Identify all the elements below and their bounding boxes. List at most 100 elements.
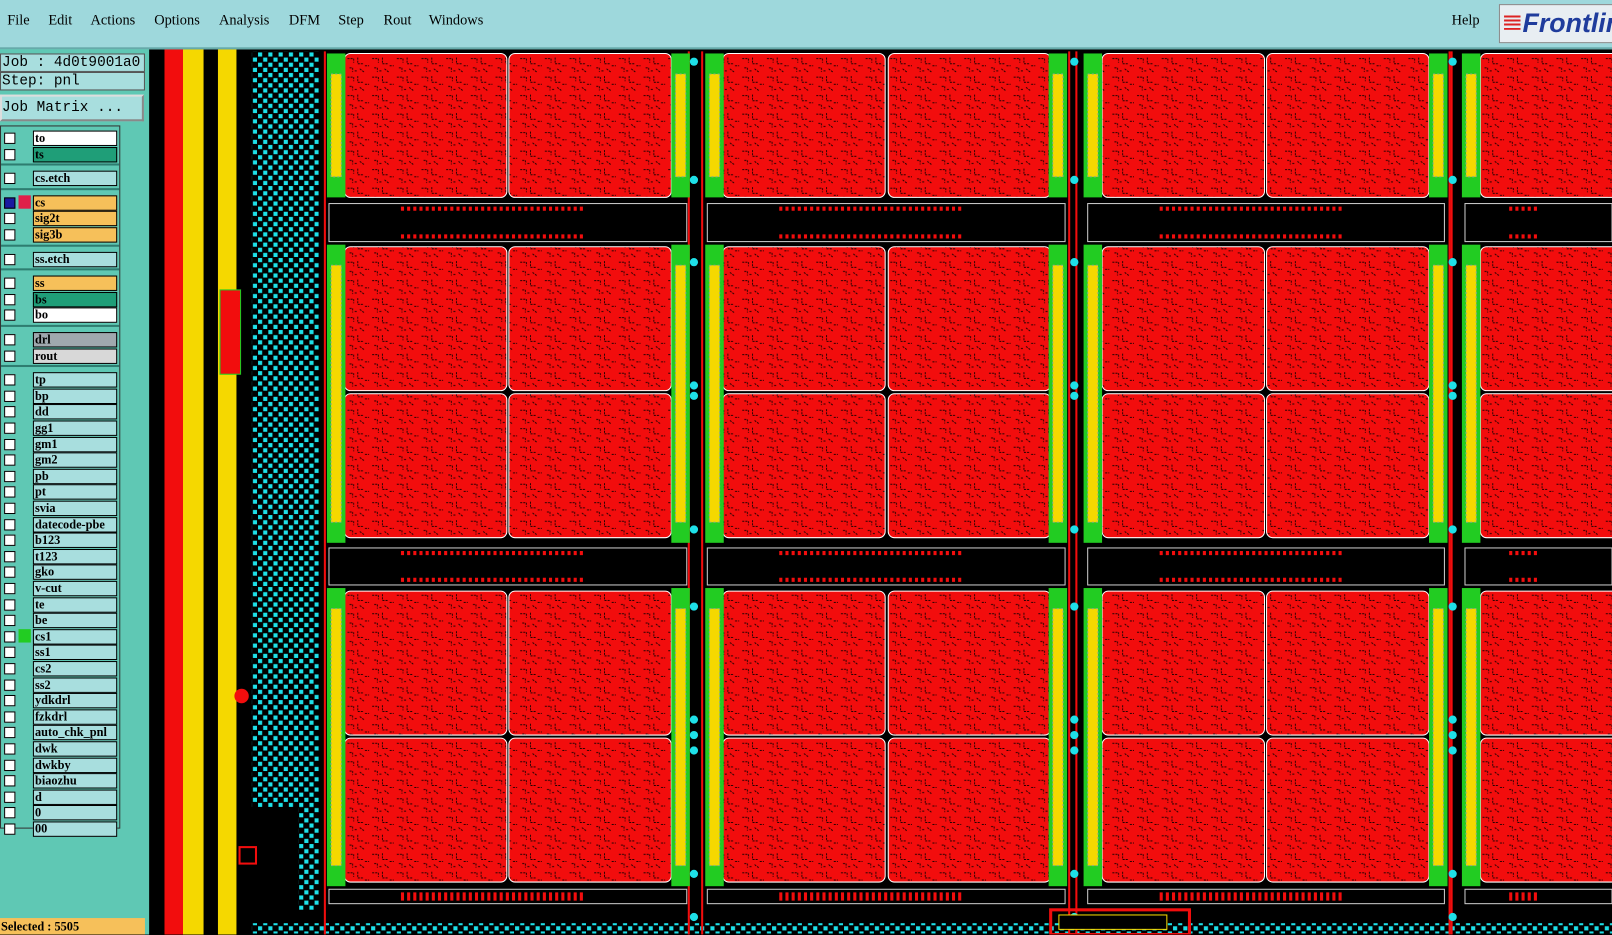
checkbox[interactable] bbox=[4, 823, 16, 835]
layer-row: te bbox=[1, 596, 119, 613]
layer-name[interactable]: fzkdrl bbox=[32, 709, 118, 725]
layer-name[interactable]: ss2 bbox=[32, 677, 118, 693]
job-matrix-button[interactable]: Job Matrix ... bbox=[0, 94, 144, 122]
checkbox[interactable] bbox=[4, 454, 16, 466]
layer-name[interactable]: te bbox=[32, 596, 118, 613]
layer-name[interactable]: gm1 bbox=[32, 436, 118, 452]
checkbox[interactable] bbox=[4, 502, 16, 515]
checkbox[interactable] bbox=[4, 598, 16, 611]
checkbox[interactable] bbox=[4, 229, 16, 241]
layer-name[interactable]: ydkdrl bbox=[32, 693, 118, 709]
layer-name[interactable]: gko bbox=[32, 564, 118, 581]
layer-name[interactable]: pt bbox=[32, 484, 118, 501]
checkbox[interactable] bbox=[4, 631, 16, 643]
checkbox[interactable] bbox=[4, 470, 16, 482]
layer-name[interactable]: gm2 bbox=[32, 452, 118, 468]
checkbox[interactable] bbox=[4, 711, 16, 723]
fiducial bbox=[1070, 391, 1079, 400]
checkbox[interactable] bbox=[4, 148, 16, 160]
checkbox[interactable] bbox=[4, 293, 16, 306]
edge-strip-inner bbox=[330, 264, 342, 523]
layer-name[interactable]: 00 bbox=[32, 821, 118, 837]
layer-name[interactable]: 0 bbox=[32, 805, 118, 821]
layer-name[interactable]: b123 bbox=[32, 532, 118, 549]
checkbox[interactable] bbox=[4, 614, 16, 627]
checkbox[interactable] bbox=[4, 422, 16, 434]
code-block bbox=[1058, 914, 1168, 930]
layer-name[interactable]: biaozhu bbox=[32, 773, 118, 789]
layer-name[interactable]: dd bbox=[32, 404, 118, 420]
layer-name[interactable]: ss1 bbox=[32, 644, 118, 661]
checkbox[interactable] bbox=[4, 213, 16, 225]
menu-item[interactable]: Actions bbox=[90, 13, 136, 29]
checkbox[interactable] bbox=[4, 172, 16, 185]
layer-name[interactable]: rout bbox=[32, 348, 118, 364]
checkbox[interactable] bbox=[4, 406, 16, 418]
menu-item[interactable]: Step bbox=[338, 13, 364, 29]
layer-name[interactable]: bs bbox=[32, 291, 118, 308]
checkbox[interactable] bbox=[4, 759, 16, 771]
checkbox[interactable] bbox=[4, 727, 16, 739]
checkbox[interactable] bbox=[4, 350, 16, 362]
checkbox[interactable] bbox=[4, 438, 16, 450]
checkbox[interactable] bbox=[4, 647, 16, 659]
layer-name[interactable]: auto_chk_pnl bbox=[32, 725, 118, 741]
menu-item[interactable]: Edit bbox=[48, 13, 73, 29]
layer-name[interactable]: datecode-pbe bbox=[32, 516, 118, 533]
layer-name[interactable]: dwkby bbox=[32, 757, 118, 773]
layer-name[interactable]: dwk bbox=[32, 741, 118, 757]
checkbox[interactable] bbox=[4, 132, 16, 144]
layer-name[interactable]: bo bbox=[32, 307, 118, 324]
layer-name[interactable]: ts bbox=[32, 146, 118, 163]
checkbox[interactable] bbox=[4, 253, 16, 265]
checkbox[interactable] bbox=[4, 775, 16, 787]
checkbox[interactable] bbox=[4, 679, 16, 691]
layer-name[interactable]: tp bbox=[32, 372, 118, 388]
checkbox[interactable] bbox=[4, 277, 16, 290]
menu-item[interactable]: File bbox=[7, 13, 30, 29]
checkbox[interactable] bbox=[4, 534, 16, 547]
menu-item[interactable]: Rout bbox=[383, 13, 412, 29]
checkbox[interactable] bbox=[4, 334, 16, 346]
layer-name[interactable]: bp bbox=[32, 388, 118, 404]
checkbox[interactable] bbox=[4, 197, 16, 209]
menu-item[interactable]: Options bbox=[154, 13, 200, 29]
layer-name[interactable]: t123 bbox=[32, 548, 118, 565]
layer-name[interactable]: cs1 bbox=[32, 628, 118, 645]
layer-name[interactable]: gg1 bbox=[32, 420, 118, 436]
layer-name[interactable]: d bbox=[32, 789, 118, 805]
checkbox[interactable] bbox=[4, 374, 16, 386]
layer-name[interactable]: drl bbox=[32, 332, 118, 348]
layer-name[interactable]: sig3b bbox=[32, 227, 118, 243]
layer-name[interactable]: to bbox=[32, 130, 118, 146]
layer-name[interactable]: cs bbox=[32, 195, 118, 211]
layer-name[interactable]: pb bbox=[32, 468, 118, 485]
checkbox[interactable] bbox=[4, 743, 16, 755]
layer-name[interactable]: cs.etch bbox=[32, 170, 118, 187]
graphic-canvas[interactable] bbox=[149, 49, 1612, 935]
layer-name[interactable]: v-cut bbox=[32, 580, 118, 597]
checkbox[interactable] bbox=[4, 518, 16, 531]
checkbox[interactable] bbox=[4, 807, 16, 819]
menu-item[interactable]: DFM bbox=[288, 13, 321, 29]
checkbox[interactable] bbox=[4, 390, 16, 402]
checkbox[interactable] bbox=[4, 566, 16, 579]
menu-item[interactable]: Windows bbox=[428, 13, 484, 29]
menu-item[interactable]: Help bbox=[1451, 13, 1480, 29]
checkbox[interactable] bbox=[4, 663, 16, 675]
checkbox[interactable] bbox=[4, 791, 16, 803]
checkbox[interactable] bbox=[4, 550, 16, 563]
checkbox[interactable] bbox=[4, 582, 16, 595]
layer-name[interactable]: svia bbox=[32, 500, 118, 517]
layer-name[interactable]: ss.etch bbox=[32, 251, 118, 267]
layer-name[interactable]: ss bbox=[32, 275, 118, 292]
layer-name[interactable]: cs2 bbox=[32, 661, 118, 677]
menu-item[interactable]: Analysis bbox=[218, 13, 270, 29]
layer-name[interactable]: sig2t bbox=[32, 211, 118, 227]
checkbox[interactable] bbox=[4, 695, 16, 707]
layer-name[interactable]: be bbox=[32, 612, 118, 629]
layer-row: gm1 bbox=[1, 436, 119, 452]
checkbox[interactable] bbox=[4, 309, 16, 322]
checkbox[interactable] bbox=[4, 486, 16, 498]
layer-row: 0 bbox=[1, 805, 119, 821]
